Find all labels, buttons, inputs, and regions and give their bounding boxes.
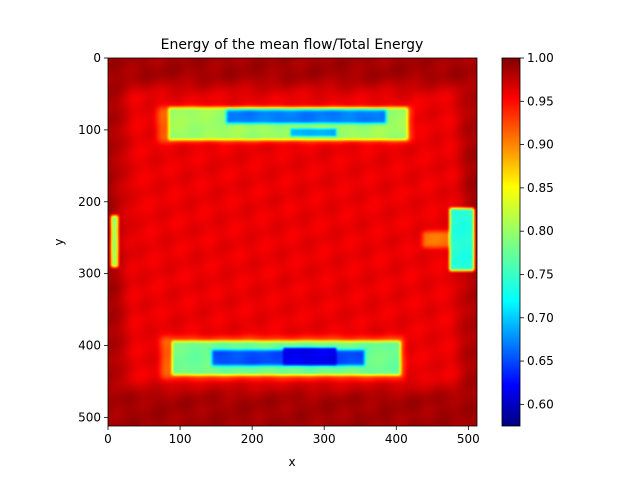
chart-title: Energy of the mean flow/Total Energy [161,37,424,53]
x-tick-label: 500 [457,432,480,446]
x-tick-label: 300 [313,432,336,446]
x-axis: 0 100 200 300 400 500 [104,426,480,446]
colorbar-tick-label: 0.60 [527,397,554,411]
x-tick-label: 0 [104,432,112,446]
heatmap [108,58,477,426]
colorbar-tick-label: 0.85 [527,181,554,195]
y-tick-label: 200 [78,195,101,209]
colorbar-tick-label: 0.65 [527,354,554,368]
y-tick-label: 0 [93,51,101,65]
y-tick-label: 100 [78,123,101,137]
colorbar-ticks: 1.00 0.95 0.90 0.85 0.80 0.75 0.70 0.65 0.60 [520,51,554,411]
plot-frame [107,57,478,427]
colorbar-frame [501,57,521,427]
colorbar-tick-label: 1.00 [527,51,554,65]
y-tick-label: 400 [78,339,101,353]
y-axis: 0 100 200 300 400 500 [78,51,108,424]
colorbar-tick-label: 0.90 [527,138,554,152]
y-axis-label: y [52,238,66,245]
colorbar-tick-label: 0.70 [527,311,554,325]
y-tick-label: 500 [78,410,101,424]
colorbar: 1.00 0.95 0.90 0.85 0.80 0.75 0.70 0.65 0.60 [501,51,554,427]
x-tick-label: 200 [241,432,264,446]
colorbar-gradient [502,58,520,426]
x-tick-label: 100 [169,432,192,446]
heatmap-image [108,58,477,426]
colorbar-tick-label: 0.80 [527,224,554,238]
y-tick-label: 300 [78,267,101,281]
colorbar-tick-label: 0.95 [527,94,554,108]
colorbar-tick-label: 0.75 [527,267,554,281]
x-tick-label: 400 [385,432,408,446]
x-axis-label: x [288,455,295,469]
